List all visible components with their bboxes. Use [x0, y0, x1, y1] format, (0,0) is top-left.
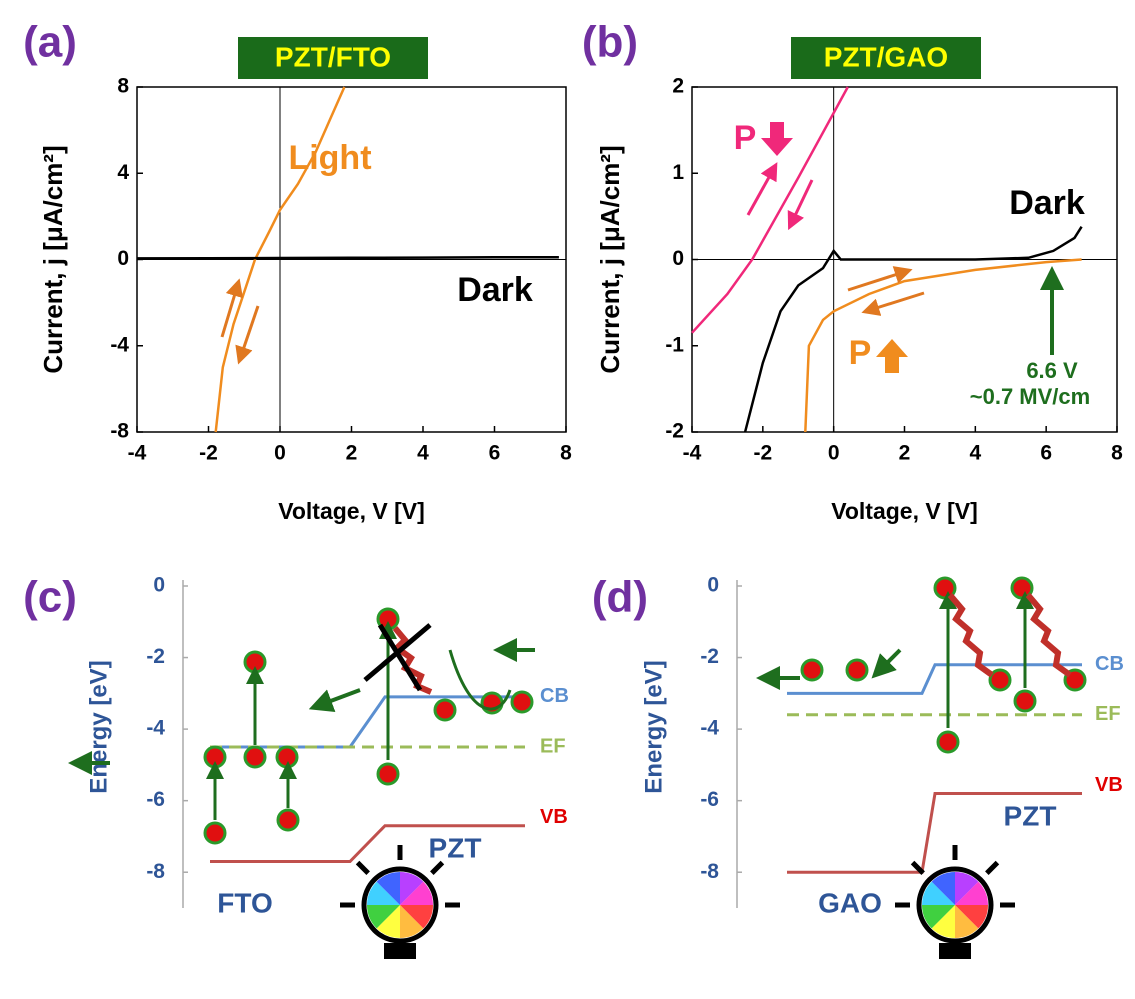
x-axis-label: Voltage, V [V]	[831, 498, 978, 524]
electron	[245, 747, 265, 767]
bulb-ray	[358, 863, 369, 874]
sweep-arrow	[748, 170, 773, 215]
bulb-ray	[987, 863, 998, 874]
band-label: VB	[1095, 774, 1123, 796]
electron	[277, 747, 297, 767]
flow-arrow	[320, 690, 360, 705]
x-tick-label: 2	[899, 442, 911, 465]
region-label: FTO	[217, 887, 272, 918]
chart-title: PZT/GAO	[824, 41, 948, 72]
electron	[278, 810, 298, 830]
region-label: PZT	[429, 832, 482, 863]
band-label: CB	[540, 685, 569, 707]
electron	[512, 692, 532, 712]
series-label: Light	[288, 139, 371, 177]
y-tick-label: 0	[707, 574, 719, 597]
band-label: EF	[1095, 703, 1121, 725]
series-label: P	[849, 334, 872, 372]
bulb-ray	[432, 863, 443, 874]
y-tick-label: 1	[672, 161, 684, 184]
panel-label: (a)	[23, 18, 77, 67]
band-label: CB	[1095, 653, 1124, 675]
y-tick-label: -8	[700, 860, 719, 883]
series-label: Dark	[1009, 184, 1085, 222]
panel-label: (d)	[592, 573, 648, 622]
data-line	[137, 257, 559, 258]
region-label: PZT	[1004, 800, 1057, 831]
electron	[245, 652, 265, 672]
y-tick-label: -2	[665, 420, 684, 443]
y-axis-label: Current, j [μA/cm²]	[38, 145, 68, 373]
y-tick-label: -6	[146, 788, 165, 811]
annotation: 6.6 V	[1026, 358, 1078, 383]
series-label: Dark	[457, 271, 533, 309]
bulb-base	[384, 943, 416, 959]
x-tick-label: 8	[560, 442, 572, 465]
electron	[205, 747, 225, 767]
polarization-arrow	[761, 122, 793, 156]
electron	[205, 823, 225, 843]
x-tick-label: -2	[753, 442, 772, 465]
phonon	[1028, 595, 1070, 675]
x-tick-label: 4	[417, 442, 429, 465]
y-tick-label: -4	[700, 717, 719, 740]
band-label: EF	[540, 735, 566, 757]
band-line	[787, 665, 1082, 694]
page: (a)PZT/FTO-4-202468-8-4048Voltage, V [V]…	[0, 0, 1135, 999]
y-tick-label: -4	[146, 717, 165, 740]
y-axis-label: Energy [eV]	[640, 660, 667, 793]
electron	[802, 660, 822, 680]
x-tick-label: 6	[489, 442, 501, 465]
y-tick-label: -8	[110, 420, 129, 443]
panel-label: (b)	[582, 18, 638, 67]
y-tick-label: -4	[110, 333, 129, 356]
y-tick-label: -8	[146, 860, 165, 883]
sweep-arrow	[222, 287, 237, 337]
y-tick-label: 0	[117, 247, 129, 270]
y-tick-label: -2	[700, 645, 719, 668]
electron	[378, 764, 398, 784]
polarization-arrow	[876, 339, 908, 373]
y-tick-label: -2	[146, 645, 165, 668]
x-axis-label: Voltage, V [V]	[278, 498, 425, 524]
sweep-arrow	[848, 272, 904, 290]
y-axis-label: Energy [eV]	[85, 660, 112, 793]
band-label: VB	[540, 806, 568, 828]
electron	[847, 660, 867, 680]
x-tick-label: 2	[346, 442, 358, 465]
x-tick-label: 8	[1111, 442, 1123, 465]
data-line	[692, 87, 848, 333]
electron	[938, 732, 958, 752]
x-tick-label: -2	[199, 442, 218, 465]
x-tick-label: -4	[683, 442, 702, 465]
chart-title: PZT/FTO	[275, 41, 391, 72]
x-tick-label: 6	[1040, 442, 1052, 465]
panel-label: (c)	[23, 573, 77, 622]
x-tick-label: -4	[128, 442, 147, 465]
x-tick-label: 0	[828, 442, 840, 465]
phonon	[950, 595, 992, 675]
y-tick-label: 0	[672, 247, 684, 270]
series-label: P	[734, 119, 757, 157]
flow-arrow	[880, 650, 900, 670]
y-tick-label: 2	[672, 75, 684, 98]
x-tick-label: 0	[274, 442, 286, 465]
sweep-arrow	[241, 306, 258, 356]
x-tick-label: 4	[969, 442, 981, 465]
annotation: ~0.7 MV/cm	[970, 384, 1090, 409]
figure: (a)PZT/FTO-4-202468-8-4048Voltage, V [V]…	[0, 0, 1135, 999]
bulb-base	[939, 943, 971, 959]
y-axis-label: Current, j [μA/cm²]	[595, 145, 625, 373]
sweep-arrow	[792, 180, 812, 222]
region-label: GAO	[818, 887, 882, 918]
y-tick-label: -1	[665, 333, 684, 356]
sweep-arrow	[870, 293, 924, 310]
y-tick-label: 8	[117, 75, 129, 98]
electron	[435, 700, 455, 720]
y-tick-label: 0	[153, 574, 165, 597]
electron	[1015, 691, 1035, 711]
y-tick-label: 4	[117, 161, 129, 184]
y-tick-label: -6	[700, 788, 719, 811]
